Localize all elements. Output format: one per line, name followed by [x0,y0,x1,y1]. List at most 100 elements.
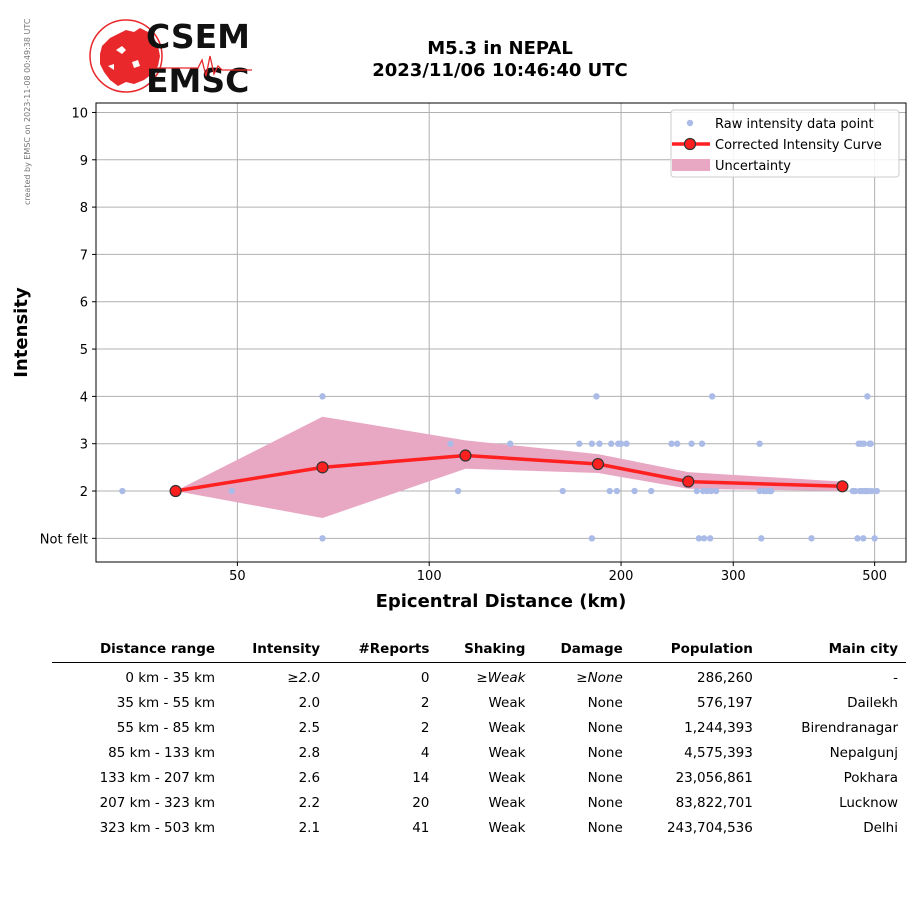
header-damage: Damage [533,640,631,663]
header-population: Population [630,640,761,663]
cell-range: 85 km - 133 km [108,744,216,761]
x-tick-label: 300 [721,569,746,584]
x-axis-label: Epicentral Distance (km) [376,591,627,612]
logo-globe [89,19,163,93]
y-tick-label: 8 [80,201,88,216]
cell-shaking: Weak [488,794,526,811]
y-axis-label: Intensity [11,287,32,378]
raw-data-point [688,440,695,447]
raw-data-point [700,535,708,542]
table-row: 0 km - 35 km ≥2.0 0 ≥Weak ≥None 286,260 … [52,663,906,691]
cell-reports: 2 [420,694,430,711]
raw-data-point [631,487,638,495]
header-distance-range: Distance range [52,640,224,663]
cell-population: 4,575,393 [684,744,753,761]
legend-uncertainty-patch [672,159,710,171]
chart-title-line1: M5.3 in NEPAL [427,38,573,59]
credit-text: created by EMSC on 2023-11-08 00:49:38 U… [23,18,32,205]
cell-city: Nepalgunj [829,744,898,761]
legend-curve-marker [683,137,697,151]
raw-data-point [593,393,600,400]
raw-data-point [647,487,655,495]
cell-city: Lucknow [839,794,898,811]
chart-legend: Raw intensity data point Corrected Intens… [670,109,900,178]
raw-data-point [707,487,715,495]
cell-population: 286,260 [697,669,753,686]
legend-raw-marker [686,119,694,127]
cell-damage: None [587,694,623,711]
cell-shaking: Weak [488,719,526,736]
cell-population: 23,056,861 [675,769,753,786]
raw-data-point [119,487,126,495]
raw-data-point [860,440,868,447]
cell-damage: None [587,744,623,761]
cell-population: 83,822,701 [675,794,753,811]
raw-data-point [228,487,235,495]
raw-data-point [607,440,615,447]
cell-damage: None [587,819,623,836]
cell-population: 1,244,393 [684,719,753,736]
cell-city: Pokhara [843,769,898,786]
cell-damage: None [587,769,623,786]
cell-reports: 20 [412,794,430,811]
raw-data-point [708,393,716,400]
chart-title-line2: 2023/11/06 10:46:40 UTC [372,60,628,81]
plot-frame [95,102,907,563]
cell-city: Dailekh [847,694,898,711]
cell-intensity: 2.2 [298,794,321,811]
raw-data-point [617,440,625,447]
table-row: 55 km - 85 km 2.5 2 Weak None 1,244,393 … [52,715,906,740]
cell-city: - [893,669,898,686]
curve-marker [169,484,182,498]
curve-marker [682,475,695,488]
raw-data-point [319,393,326,400]
cell-reports: 2 [420,719,430,736]
uncertainty-band [175,416,843,518]
table-row: 323 km - 503 km 2.1 41 Weak None 243,704… [52,815,906,840]
raw-data-point [706,535,714,542]
raw-data-point [756,440,763,447]
curve-marker [591,457,605,471]
curve-marker [316,461,329,474]
cell-intensity: 2.1 [298,819,321,836]
x-tick-label: 200 [609,569,634,584]
legend-entry-label: Uncertainty [715,159,791,174]
raw-data-point [854,535,861,542]
y-tick-label: Not felt [40,532,88,547]
cell-population: 576,197 [697,694,753,711]
raw-data-point [668,440,675,447]
raw-data-point [576,440,583,447]
y-tick-label: 3 [80,438,88,453]
table-row: 207 km - 323 km 2.2 20 Weak None 83,822,… [52,790,906,815]
table-row: 85 km - 133 km 2.8 4 Weak None 4,575,393… [52,740,906,765]
raw-data-point [596,440,603,447]
cell-shaking: Weak [488,744,526,761]
raw-data-point [454,487,462,495]
header-intensity: Intensity [223,640,329,663]
raw-data-point [695,535,703,542]
raw-data-point [871,535,878,542]
csem-emsc-logo: CSEM EMSC [89,17,252,100]
raw-data-point [767,487,775,495]
cell-reports: 0 [420,669,430,686]
table-row: 133 km - 207 km 2.6 14 Weak None 23,056,… [52,765,906,790]
cell-intensity: ≥2.0 [287,669,321,686]
cell-reports: 14 [412,769,430,786]
chart-title: M5.3 in NEPAL 2023/11/06 10:46:40 UTC [300,38,700,82]
logo-line1: CSEM [146,17,250,56]
raw-data-point [674,440,681,447]
intensity-summary-table: Distance range Intensity #Reports Shakin… [52,640,906,840]
cell-shaking: Weak [488,819,526,836]
intensity-chart: 50 100 200 300 500 Not felt 2 3 4 5 6 7 8 9 10 Epicen… [11,102,907,612]
cell-reports: 41 [412,819,430,836]
curve-marker [459,449,472,462]
raw-data-point [873,487,881,495]
legend-box [670,109,900,178]
raw-data-point [559,487,566,495]
logo-seismogram [148,55,252,77]
header-main-city: Main city [760,640,906,663]
raw-data-point [606,487,613,495]
raw-data-point [864,393,871,400]
raw-data-point [758,535,765,542]
header-shaking: Shaking [437,640,534,663]
